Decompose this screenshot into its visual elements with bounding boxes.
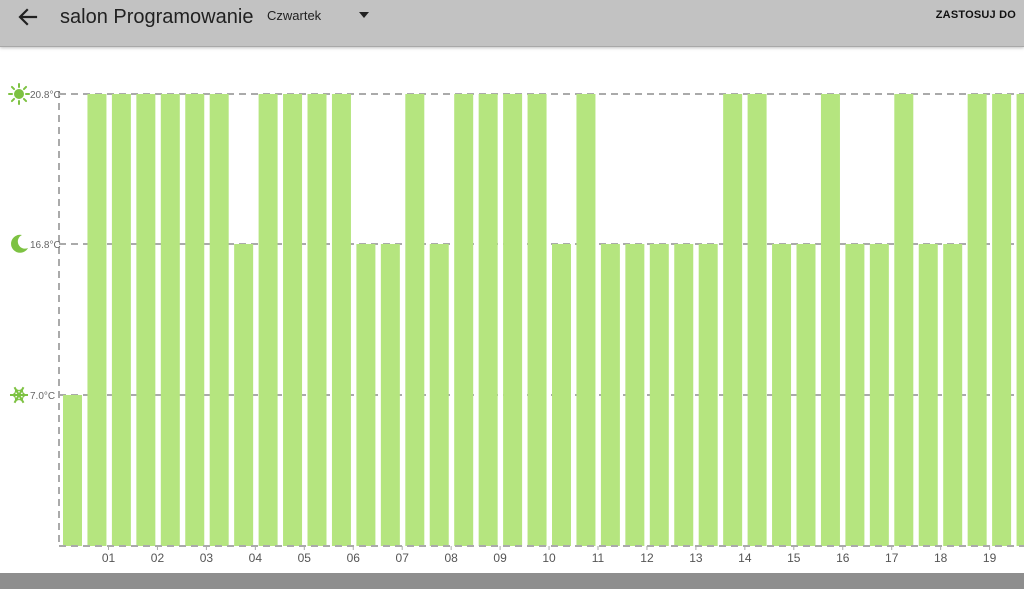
bar bbox=[234, 244, 254, 546]
bar bbox=[552, 244, 571, 546]
bar bbox=[356, 244, 376, 546]
level-label-eco: 16.8°C bbox=[30, 240, 61, 251]
bar bbox=[1016, 94, 1024, 546]
x-tick-label: 06 bbox=[347, 551, 361, 565]
bar bbox=[747, 94, 767, 546]
x-tick-label: 01 bbox=[102, 551, 116, 565]
x-tick-label: 14 bbox=[738, 551, 752, 565]
bar bbox=[967, 94, 987, 546]
day-dropdown-value: Czwartek bbox=[267, 8, 322, 23]
bar bbox=[772, 244, 792, 546]
sun-icon bbox=[8, 83, 30, 105]
x-tick-label: 09 bbox=[493, 551, 507, 565]
bar bbox=[918, 244, 938, 546]
x-tick-label: 18 bbox=[934, 551, 948, 565]
bar bbox=[160, 94, 180, 546]
x-tick-label: 12 bbox=[640, 551, 654, 565]
x-tick-label: 10 bbox=[542, 551, 556, 565]
snowflake-branch bbox=[21, 397, 24, 401]
snowflake-branch bbox=[15, 398, 20, 401]
bar bbox=[136, 94, 156, 546]
bar bbox=[796, 244, 816, 546]
back-button[interactable] bbox=[14, 3, 42, 31]
bar bbox=[87, 94, 107, 546]
arrow-left-icon bbox=[18, 8, 38, 26]
apply-to-button[interactable]: ZASTOSUJ DO bbox=[935, 9, 1016, 21]
bar bbox=[600, 244, 620, 546]
bar bbox=[698, 244, 718, 546]
x-tick-label: 17 bbox=[885, 551, 899, 565]
app-bar: salon Programowanie Czwartek ZASTOSUJ DO bbox=[0, 0, 1024, 47]
bar bbox=[649, 244, 669, 546]
bar bbox=[405, 94, 425, 546]
bar bbox=[723, 94, 743, 546]
bar bbox=[429, 244, 449, 546]
bar bbox=[820, 94, 840, 546]
x-tick-label: 03 bbox=[200, 551, 214, 565]
bar bbox=[576, 94, 596, 546]
snowflake-branch bbox=[18, 389, 23, 392]
snowflake-branch bbox=[14, 389, 17, 393]
bar bbox=[63, 395, 82, 546]
schedule-chart: 01 02 03 04 05 06 07 08 09 10 11 12 13 14 15 16 17 18 19 20… bbox=[8, 83, 1024, 565]
snowflake-arm bbox=[13, 386, 25, 404]
bar bbox=[307, 94, 327, 546]
sun-ray bbox=[10, 85, 16, 91]
level-label-frost: 7.0°C bbox=[30, 391, 55, 402]
bar bbox=[992, 94, 1012, 546]
bar bbox=[331, 94, 351, 546]
x-tick-label: 19 bbox=[983, 551, 997, 565]
moon-shape bbox=[11, 234, 28, 253]
bar bbox=[625, 244, 645, 546]
sun-ray bbox=[22, 85, 28, 91]
x-tick-label: 16 bbox=[836, 551, 850, 565]
page-title: salon Programowanie bbox=[60, 6, 254, 28]
bar bbox=[943, 244, 963, 546]
bar bbox=[478, 94, 498, 546]
bar bbox=[454, 94, 474, 546]
system-bottom-bar bbox=[0, 573, 1024, 589]
moon-icon bbox=[11, 234, 28, 253]
day-dropdown[interactable]: Czwartek bbox=[267, 7, 377, 27]
sun-core bbox=[14, 89, 24, 99]
bar bbox=[185, 94, 205, 546]
snowflake-icon bbox=[10, 386, 28, 404]
level-label-comfort: 20.8°C bbox=[30, 90, 61, 101]
sun-ray bbox=[22, 97, 28, 103]
bar bbox=[258, 94, 278, 546]
x-tick-label: 08 bbox=[444, 551, 458, 565]
x-tick-label: 15 bbox=[787, 551, 801, 565]
caret-down-icon bbox=[359, 12, 369, 18]
sun-ray bbox=[10, 97, 16, 103]
bar bbox=[209, 94, 229, 546]
bar bbox=[845, 244, 865, 546]
bar bbox=[674, 244, 694, 546]
x-tick-label: 07 bbox=[396, 551, 410, 565]
bar bbox=[869, 244, 889, 546]
x-tick-label: 05 bbox=[298, 551, 312, 565]
bar bbox=[283, 94, 303, 546]
snowflake-branch bbox=[22, 392, 26, 396]
x-tick-label: 02 bbox=[151, 551, 165, 565]
bar bbox=[380, 244, 400, 546]
x-tick-label: 13 bbox=[689, 551, 703, 565]
snowflake-branch bbox=[12, 394, 16, 398]
bar bbox=[111, 94, 131, 546]
x-tick-label: 04 bbox=[249, 551, 263, 565]
bar bbox=[503, 94, 523, 546]
bar bbox=[527, 94, 547, 546]
bar bbox=[894, 94, 914, 546]
x-tick-label: 11 bbox=[592, 551, 605, 565]
